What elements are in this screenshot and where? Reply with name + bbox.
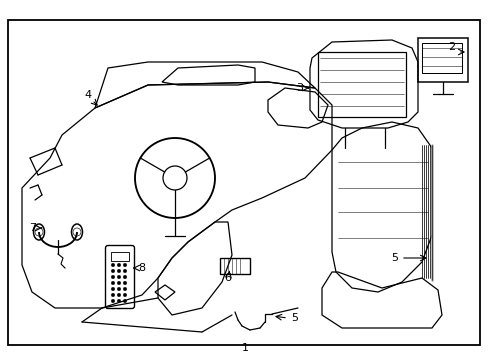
Bar (111, 252, 129, 261)
Circle shape (117, 281, 121, 285)
Text: 5: 5 (391, 253, 398, 263)
Circle shape (117, 275, 121, 279)
Bar (417, 38, 467, 82)
Text: 3: 3 (296, 83, 303, 93)
Circle shape (123, 263, 126, 267)
Circle shape (111, 299, 115, 303)
Circle shape (111, 287, 115, 291)
Text: 7: 7 (29, 223, 37, 233)
Text: 6: 6 (224, 273, 231, 283)
Circle shape (117, 287, 121, 291)
Circle shape (123, 299, 126, 303)
Circle shape (123, 281, 126, 285)
Circle shape (123, 287, 126, 291)
Text: 4: 4 (84, 90, 91, 100)
Text: 1: 1 (241, 343, 248, 353)
Bar (317, 52, 405, 117)
Circle shape (111, 269, 115, 273)
Circle shape (111, 263, 115, 267)
Circle shape (117, 293, 121, 297)
Bar (220, 258, 249, 274)
Circle shape (123, 293, 126, 297)
Circle shape (117, 269, 121, 273)
Circle shape (117, 263, 121, 267)
Circle shape (123, 269, 126, 273)
Circle shape (117, 299, 121, 303)
Circle shape (123, 275, 126, 279)
Circle shape (111, 293, 115, 297)
Circle shape (111, 281, 115, 285)
Text: 8: 8 (138, 263, 145, 273)
Circle shape (111, 275, 115, 279)
Bar (421, 43, 461, 73)
Text: 5: 5 (291, 313, 298, 323)
Text: 2: 2 (447, 42, 455, 52)
